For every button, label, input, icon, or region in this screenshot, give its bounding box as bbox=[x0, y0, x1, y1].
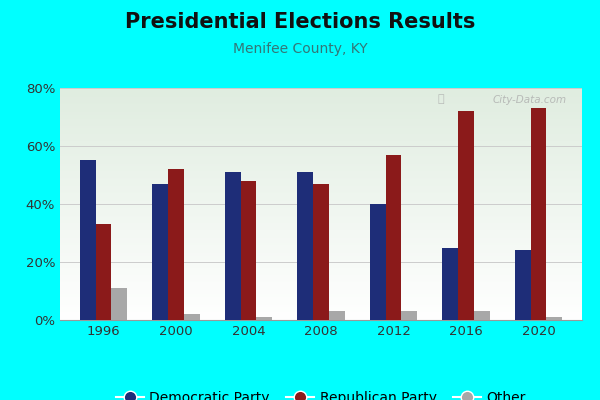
Bar bbox=[386, 155, 401, 320]
Bar bbox=[184, 314, 200, 320]
Bar bbox=[152, 184, 168, 320]
Text: City-Data.com: City-Data.com bbox=[492, 95, 566, 105]
Text: Presidential Elections Results: Presidential Elections Results bbox=[125, 12, 475, 32]
Bar bbox=[474, 311, 490, 320]
Bar bbox=[530, 108, 547, 320]
Bar bbox=[168, 169, 184, 320]
Bar bbox=[256, 317, 272, 320]
Bar bbox=[297, 172, 313, 320]
Text: ⓘ: ⓘ bbox=[437, 94, 443, 104]
Bar bbox=[515, 250, 530, 320]
Bar bbox=[442, 248, 458, 320]
Bar bbox=[401, 311, 418, 320]
Bar bbox=[112, 288, 127, 320]
Bar bbox=[458, 111, 474, 320]
Bar bbox=[329, 311, 345, 320]
Text: Menifee County, KY: Menifee County, KY bbox=[233, 42, 367, 56]
Bar bbox=[224, 172, 241, 320]
Bar bbox=[241, 181, 256, 320]
Bar bbox=[547, 317, 562, 320]
Legend: Democratic Party, Republican Party, Other: Democratic Party, Republican Party, Othe… bbox=[110, 385, 532, 400]
Bar bbox=[80, 160, 95, 320]
Bar bbox=[313, 184, 329, 320]
Bar bbox=[370, 204, 386, 320]
Bar bbox=[95, 224, 112, 320]
